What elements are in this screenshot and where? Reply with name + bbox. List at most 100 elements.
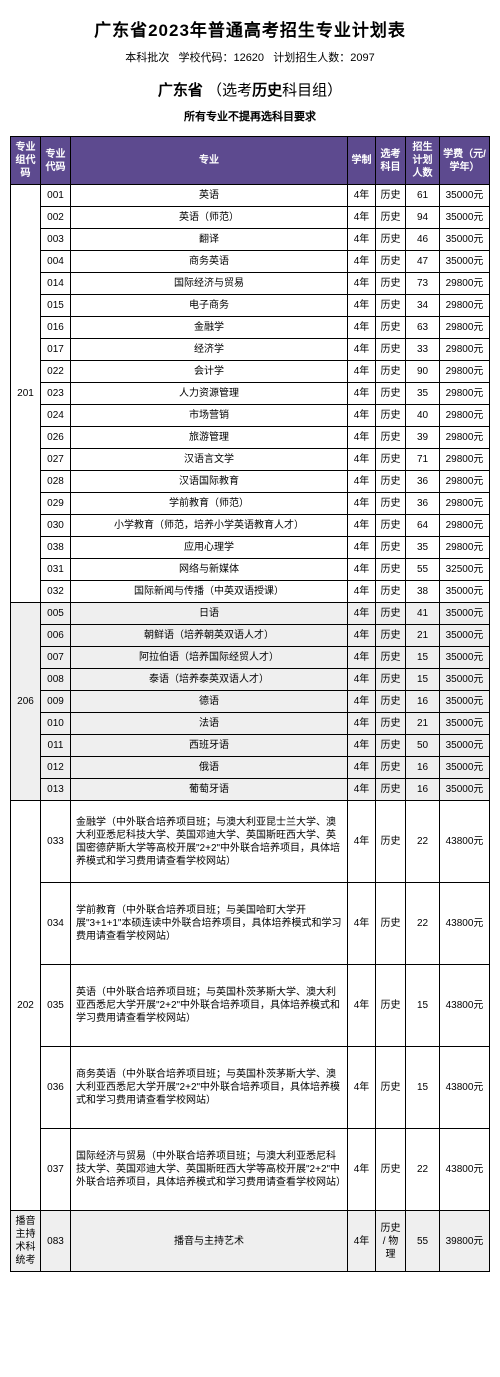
cell-plan: 55 (406, 1211, 440, 1272)
table-row: 003翻译4年历史4635000元 (11, 229, 490, 251)
requirement-line: 所有专业不提再选科目要求 (10, 108, 490, 124)
cell-major: 国际新闻与传播（中英双语授课） (71, 581, 348, 603)
cell-major: 英语 (71, 185, 348, 207)
plan-total: 计划招生人数：2097 (273, 52, 374, 64)
cell-major: 俄语 (71, 757, 348, 779)
cell-subject: 历史 (376, 1129, 406, 1211)
cell-duration: 4年 (348, 273, 376, 295)
cell-plan: 94 (406, 207, 440, 229)
cell-major: 网络与新媒体 (71, 559, 348, 581)
cell-plan: 63 (406, 317, 440, 339)
cell-major-code: 013 (41, 779, 71, 801)
cell-duration: 4年 (348, 449, 376, 471)
cell-fee: 43800元 (440, 801, 490, 883)
table-row: 007阿拉伯语（培养国际经贸人才）4年历史1535000元 (11, 647, 490, 669)
table-row: 029学前教育（师范）4年历史3629800元 (11, 493, 490, 515)
cell-major-code: 034 (41, 883, 71, 965)
province-line: 广东省 （选考历史科目组） (10, 79, 490, 100)
cell-major-code: 083 (41, 1211, 71, 1272)
cell-major: 学前教育（师范） (71, 493, 348, 515)
table-row: 010法语4年历史2135000元 (11, 713, 490, 735)
cell-major: 电子商务 (71, 295, 348, 317)
cell-major-code: 017 (41, 339, 71, 361)
cell-duration: 4年 (348, 361, 376, 383)
cell-duration: 4年 (348, 603, 376, 625)
cell-fee: 29800元 (440, 273, 490, 295)
cell-fee: 29800元 (440, 361, 490, 383)
cell-major: 人力资源管理 (71, 383, 348, 405)
cell-major-code: 037 (41, 1129, 71, 1211)
cell-fee: 39800元 (440, 1211, 490, 1272)
th-duration: 学制 (348, 137, 376, 185)
cell-subject: 历史 (376, 229, 406, 251)
cell-fee: 29800元 (440, 471, 490, 493)
cell-major: 阿拉伯语（培养国际经贸人才） (71, 647, 348, 669)
cell-major-code: 009 (41, 691, 71, 713)
cell-major: 西班牙语 (71, 735, 348, 757)
cell-major: 朝鲜语（培养朝英双语人才） (71, 625, 348, 647)
cell-major: 葡萄牙语 (71, 779, 348, 801)
cell-major: 旅游管理 (71, 427, 348, 449)
table-body: 201001英语4年历史6135000元002英语（师范）4年历史9435000… (11, 185, 490, 1272)
cell-fee: 35000元 (440, 603, 490, 625)
cell-subject: 历史 (376, 427, 406, 449)
school-code: 学校代码：12620 (178, 52, 264, 64)
cell-fee: 29800元 (440, 515, 490, 537)
cell-major-code: 035 (41, 965, 71, 1047)
cell-major: 德语 (71, 691, 348, 713)
table-row: 播音主持术科统考083播音与主持艺术4年历史 / 物理5539800元 (11, 1211, 490, 1272)
cell-duration: 4年 (348, 559, 376, 581)
cell-major-code: 022 (41, 361, 71, 383)
table-row: 037国际经济与贸易（中外联合培养项目班；与澳大利亚悉尼科技大学、英国邓迪大学、… (11, 1129, 490, 1211)
th-major: 专业 (71, 137, 348, 185)
cell-subject: 历史 (376, 883, 406, 965)
cell-duration: 4年 (348, 493, 376, 515)
cell-major: 日语 (71, 603, 348, 625)
cell-major: 市场营销 (71, 405, 348, 427)
cell-major-code: 007 (41, 647, 71, 669)
cell-duration: 4年 (348, 669, 376, 691)
table-row: 016金融学4年历史6329800元 (11, 317, 490, 339)
cell-plan: 36 (406, 471, 440, 493)
cell-subject: 历史 (376, 361, 406, 383)
cell-plan: 22 (406, 883, 440, 965)
cell-subject: 历史 (376, 603, 406, 625)
cell-subject: 历史 (376, 493, 406, 515)
cell-plan: 46 (406, 229, 440, 251)
cell-plan: 71 (406, 449, 440, 471)
cell-major-code: 036 (41, 1047, 71, 1129)
batch: 本科批次 (125, 52, 169, 64)
cell-subject: 历史 (376, 559, 406, 581)
table-row: 201001英语4年历史6135000元 (11, 185, 490, 207)
cell-subject: 历史 (376, 537, 406, 559)
cell-subject: 历史 (376, 801, 406, 883)
cell-major: 汉语国际教育 (71, 471, 348, 493)
cell-major-code: 012 (41, 757, 71, 779)
cell-major: 法语 (71, 713, 348, 735)
cell-group-code: 播音主持术科统考 (11, 1211, 41, 1272)
cell-major-code: 006 (41, 625, 71, 647)
cell-major-code: 008 (41, 669, 71, 691)
table-row: 008泰语（培养泰英双语人才）4年历史1535000元 (11, 669, 490, 691)
cell-plan: 16 (406, 757, 440, 779)
cell-plan: 16 (406, 779, 440, 801)
cell-fee: 35000元 (440, 779, 490, 801)
table-row: 006朝鲜语（培养朝英双语人才）4年历史2135000元 (11, 625, 490, 647)
cell-fee: 35000元 (440, 735, 490, 757)
cell-duration: 4年 (348, 295, 376, 317)
cell-duration: 4年 (348, 427, 376, 449)
cell-major-code: 030 (41, 515, 71, 537)
cell-major: 国际经济与贸易 (71, 273, 348, 295)
cell-fee: 35000元 (440, 229, 490, 251)
cell-group-code: 202 (11, 801, 41, 1211)
cell-duration: 4年 (348, 691, 376, 713)
cell-major-code: 038 (41, 537, 71, 559)
province-subject: 历史 (252, 82, 282, 99)
cell-subject: 历史 (376, 471, 406, 493)
table-row: 206005日语4年历史4135000元 (11, 603, 490, 625)
cell-duration: 4年 (348, 537, 376, 559)
cell-subject: 历史 (376, 207, 406, 229)
cell-major: 播音与主持艺术 (71, 1211, 348, 1272)
cell-fee: 35000元 (440, 713, 490, 735)
table-row: 002英语（师范）4年历史9435000元 (11, 207, 490, 229)
